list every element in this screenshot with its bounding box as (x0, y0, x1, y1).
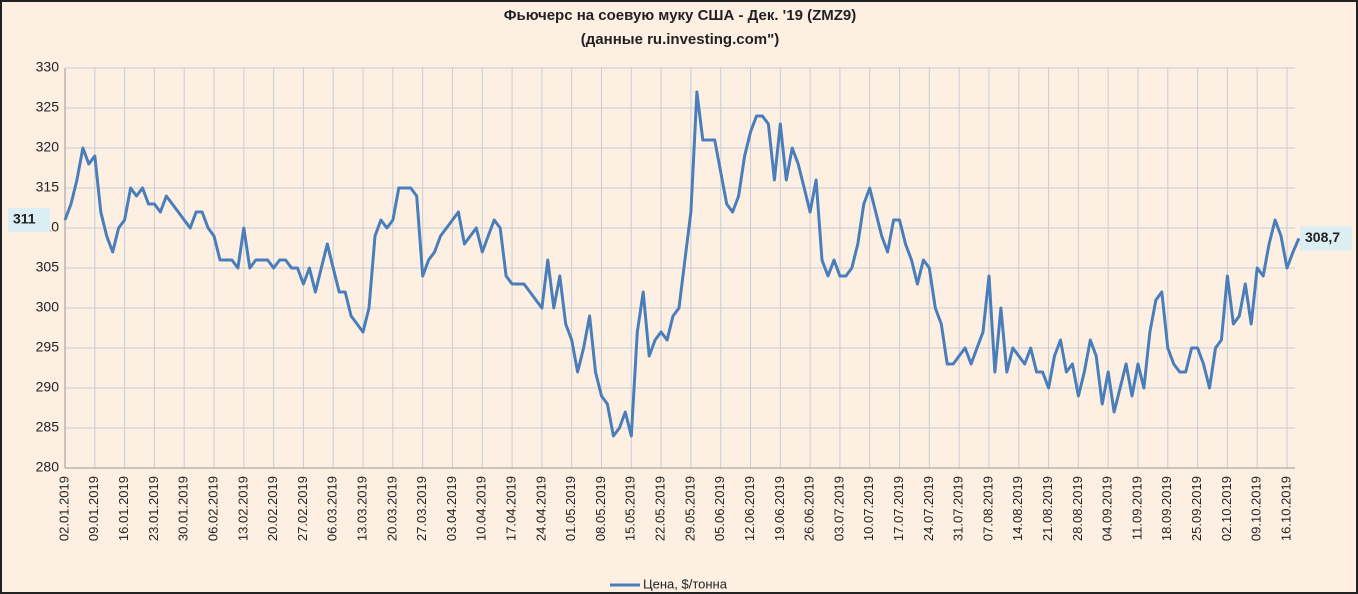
x-tick-label: 20.03.2019 (384, 476, 399, 541)
x-tick-label: 20.02.2019 (265, 476, 280, 541)
x-tick-label: 18.09.2019 (1159, 476, 1174, 541)
x-tick-label: 14.08.2019 (1010, 476, 1025, 541)
x-tick-label: 03.07.2019 (831, 476, 846, 541)
x-tick-label: 07.08.2019 (980, 476, 995, 541)
x-tick-label: 31.07.2019 (951, 476, 966, 541)
y-tick-label: 280 (36, 459, 60, 475)
chart-subtitle: (данные ru.investing.com") (581, 31, 779, 48)
x-tick-label: 02.10.2019 (1219, 476, 1234, 541)
x-tick-label: 03.04.2019 (444, 476, 459, 541)
y-tick-label: 325 (36, 99, 60, 115)
x-tick-label: 30.01.2019 (176, 476, 191, 541)
x-tick-label: 24.04.2019 (533, 476, 548, 541)
y-tick-label: 320 (36, 139, 60, 155)
value-label-box (1300, 226, 1352, 251)
x-tick-label: 13.03.2019 (354, 476, 369, 541)
chart-title: Фьючерс на соевую муку США - Дек. '19 (Z… (504, 7, 857, 24)
x-tick-label: 06.02.2019 (205, 476, 220, 541)
x-tick-label: 27.02.2019 (295, 476, 310, 541)
x-tick-label: 10.04.2019 (474, 476, 489, 541)
y-tick-label: 295 (36, 339, 60, 355)
value-label: 308,7 (1305, 229, 1340, 245)
x-tick-label: 26.06.2019 (802, 476, 817, 541)
y-tick-label: 290 (36, 379, 60, 395)
x-tick-label: 09.10.2019 (1249, 476, 1264, 541)
x-tick-label: 17.07.2019 (891, 476, 906, 541)
y-tick-label: 330 (36, 59, 60, 75)
x-tick-label: 23.01.2019 (146, 476, 161, 541)
x-tick-label: 10.07.2019 (861, 476, 876, 541)
x-tick-label: 09.01.2019 (86, 476, 101, 541)
x-tick-label: 11.09.2019 (1129, 476, 1144, 540)
x-tick-label: 06.03.2019 (325, 476, 340, 541)
x-tick-label: 05.06.2019 (712, 476, 727, 541)
x-tick-label: 29.05.2019 (682, 476, 697, 541)
x-tick-label: 08.05.2019 (593, 476, 608, 541)
x-tick-label: 19.06.2019 (772, 476, 787, 541)
data-line (63, 90, 1301, 438)
y-tick-label: 285 (36, 419, 60, 435)
x-tick-label: 12.06.2019 (742, 476, 757, 541)
x-tick-label: 02.01.2019 (56, 476, 71, 541)
x-tick-label: 17.04.2019 (504, 476, 519, 541)
x-tick-label: 16.10.2019 (1278, 476, 1293, 541)
x-tick-label: 24.07.2019 (921, 476, 936, 541)
x-tick-label: 04.09.2019 (1100, 476, 1115, 541)
x-tick-label: 25.09.2019 (1189, 476, 1204, 541)
value-label: 311 (13, 211, 36, 227)
x-tick-label: 16.01.2019 (116, 476, 131, 541)
value-label-box (8, 208, 50, 232)
x-tick-label: 21.08.2019 (1040, 476, 1055, 541)
x-tick-label: 13.02.2019 (235, 476, 250, 541)
y-tick-label: 315 (36, 179, 60, 195)
y-tick-label: 305 (36, 259, 60, 275)
legend-label: Цена, $/тонна (643, 576, 728, 591)
x-tick-label: 27.03.2019 (414, 476, 429, 541)
x-tick-label: 22.05.2019 (653, 476, 668, 541)
y-tick-label: 300 (36, 299, 60, 315)
x-tick-label: 28.08.2019 (1070, 476, 1085, 541)
x-tick-label: 15.05.2019 (623, 476, 638, 541)
x-tick-label: 01.05.2019 (563, 476, 578, 541)
